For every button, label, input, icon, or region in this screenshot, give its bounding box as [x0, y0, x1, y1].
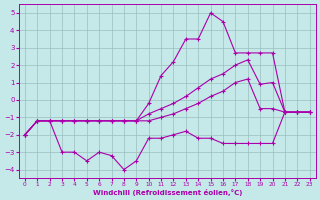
X-axis label: Windchill (Refroidissement éolien,°C): Windchill (Refroidissement éolien,°C) — [92, 189, 242, 196]
